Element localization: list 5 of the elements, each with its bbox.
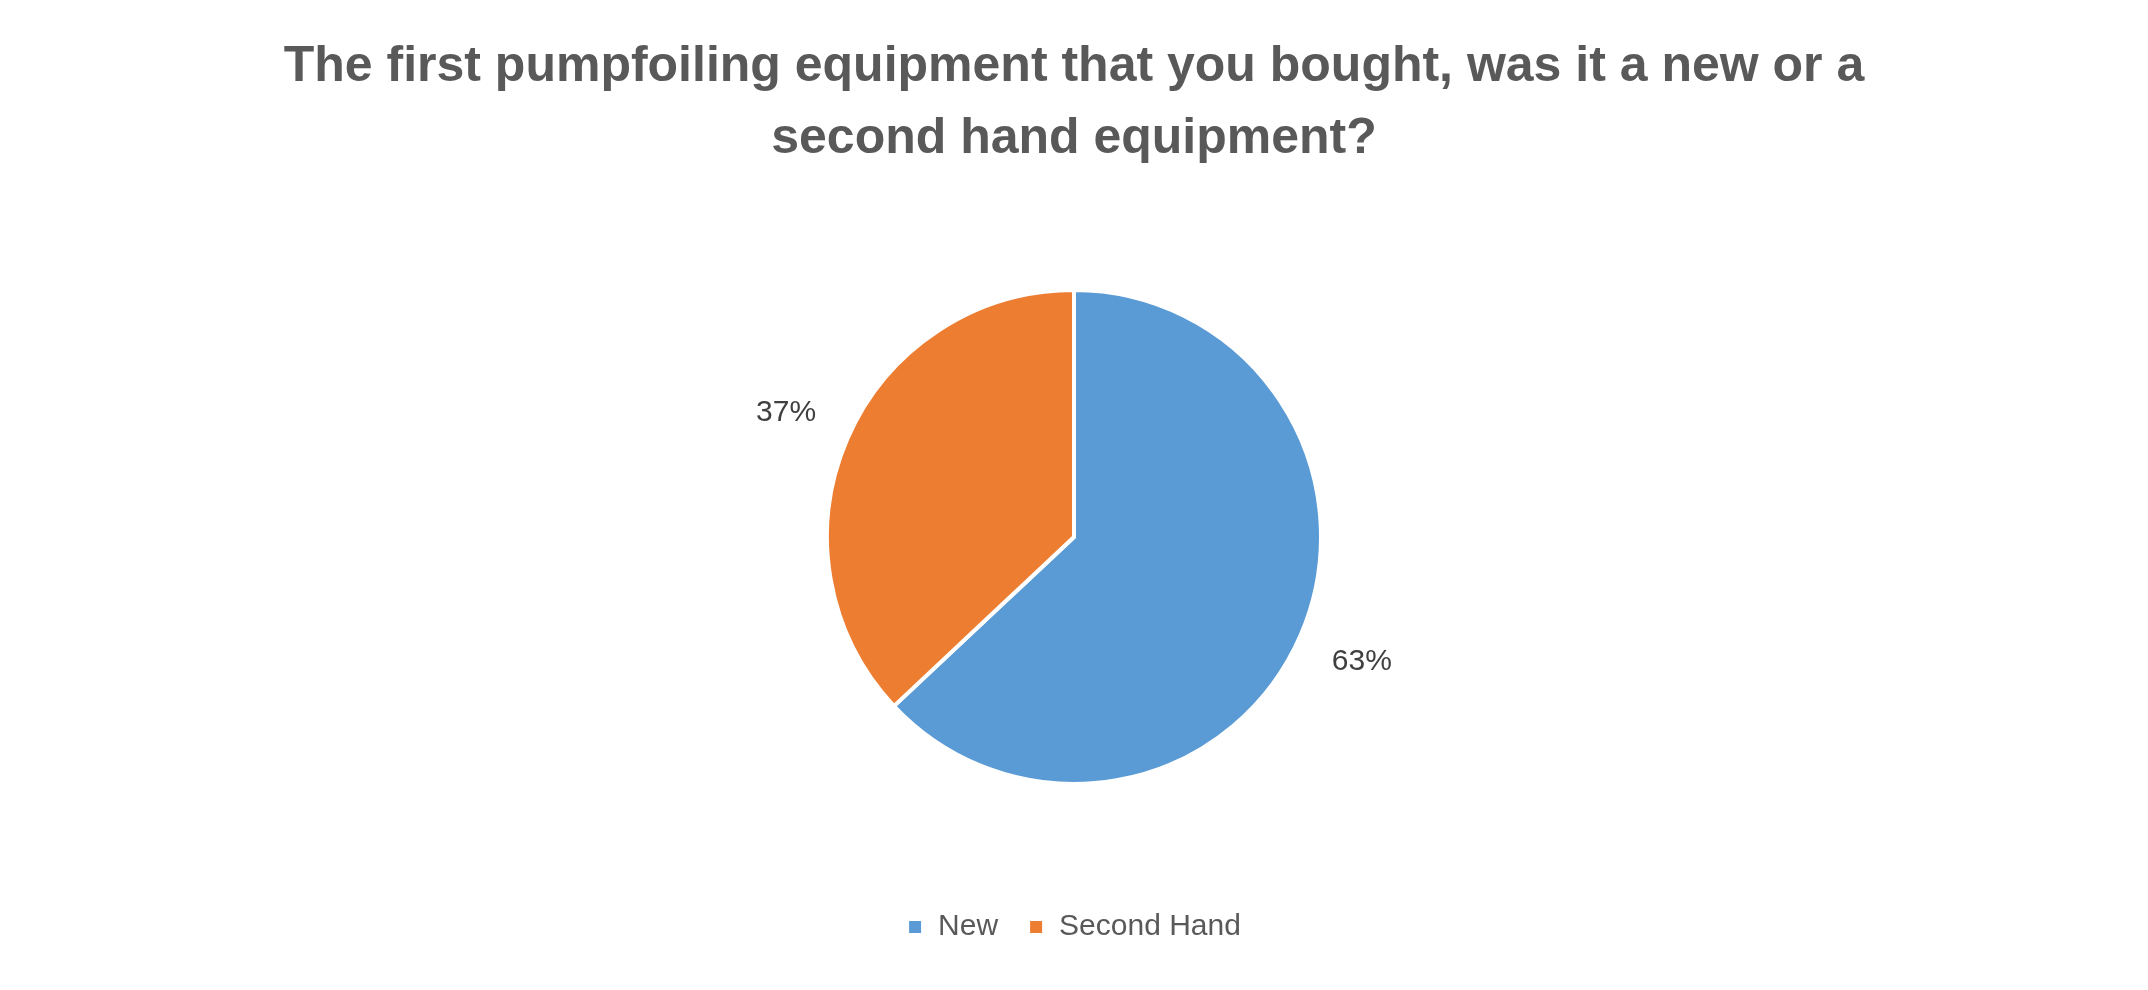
legend-label: New <box>938 908 999 942</box>
data-label: 63% <box>1331 642 1392 676</box>
chart-title: The first pumpfoiling equipment that you bought, was it a new or a second hand equipment? <box>282 35 1866 166</box>
legend-label: Second Hand <box>1059 908 1241 942</box>
data-label: 37% <box>756 393 817 427</box>
